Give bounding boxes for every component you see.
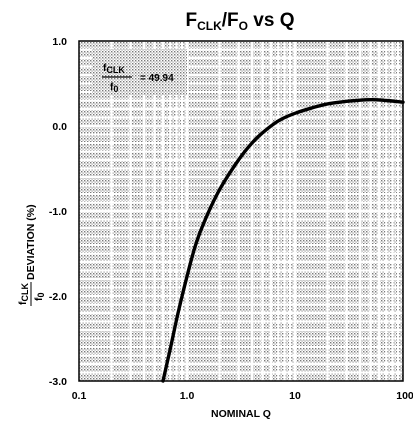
annotation-value: = 49.94: [140, 73, 174, 84]
y-axis-title-denominator-sub: 0: [36, 292, 46, 297]
y-tick-label: 0.0: [52, 121, 67, 133]
annotation: fCLK f0 = 49.94: [102, 63, 174, 94]
y-tick-label: 1.0: [52, 36, 67, 48]
annotation-numerator-sub: CLK: [106, 65, 125, 75]
y-axis-title-numerator: f: [17, 301, 29, 305]
x-tick-label: 10: [289, 390, 301, 402]
x-tick-label: 100: [396, 390, 413, 402]
svg-text:fCLK: fCLK: [103, 63, 125, 75]
y-tick-label: -3.0: [49, 376, 67, 388]
y-axis-title-text: DEVIATION (%): [25, 204, 37, 280]
grid-lines: [79, 41, 403, 381]
svg-text:f0: f0: [33, 292, 46, 301]
y-tick-label: -2.0: [49, 291, 67, 303]
y-tick-label: -1.0: [49, 206, 67, 218]
chart-title: FCLK/FO vs Q: [186, 10, 295, 33]
annotation-denominator: f: [110, 82, 114, 93]
annotation-denominator-sub: 0: [113, 84, 118, 94]
y-tick-labels: 1.0 0.0 -1.0 -2.0 -3.0: [49, 36, 67, 388]
series-curve: [161, 97, 405, 383]
annotation-background: [92, 49, 187, 95]
x-tick-label: 0.1: [72, 390, 87, 402]
svg-text:f0: f0: [110, 82, 118, 94]
y-axis-title-denominator: f: [33, 297, 45, 301]
y-axis-title: fCLK f0 DEVIATION (%): [17, 204, 46, 306]
y-axis-title-numerator-sub: CLK: [20, 283, 30, 302]
annotation-numerator: f: [103, 63, 107, 74]
x-tick-label: 1.0: [180, 390, 195, 402]
x-tick-labels: 0.1 1.0 10 100: [72, 390, 413, 402]
plot-frame: [78, 40, 404, 382]
svg-text:fCLK: fCLK: [17, 283, 30, 305]
x-axis-title: NOMINAL Q: [211, 408, 271, 420]
